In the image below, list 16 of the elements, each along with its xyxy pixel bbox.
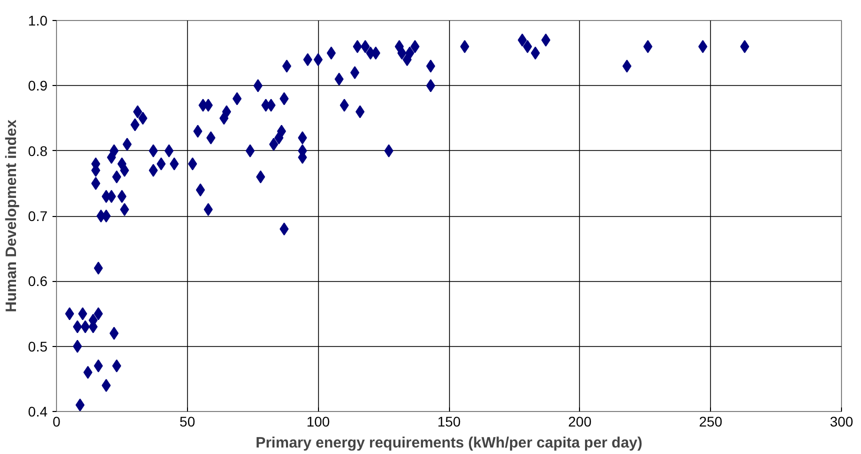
y-tick-label: 0.4	[28, 404, 48, 420]
x-tick-label: 250	[698, 414, 723, 430]
x-tick-label: 150	[437, 414, 461, 430]
y-tick-label: 0.8	[28, 142, 48, 159]
y-tick-label: 0.9	[28, 78, 48, 94]
y-tick-label: 0.7	[28, 208, 48, 224]
y-tick-label: 0.5	[28, 338, 48, 354]
x-tick-label: 300	[830, 414, 854, 430]
x-axis-title: Primary energy requirements (kWh/per capita per day)	[256, 434, 642, 452]
x-tick-label: 0	[52, 414, 61, 430]
x-tick-label: 100	[306, 414, 330, 430]
y-tick-label: 0.6	[28, 273, 48, 290]
x-tick-label: 50	[180, 414, 196, 430]
y-tick-label: 1.0	[28, 12, 48, 28]
y-axis-title: Human Development index	[3, 119, 20, 312]
x-tick-label: 200	[568, 414, 592, 430]
